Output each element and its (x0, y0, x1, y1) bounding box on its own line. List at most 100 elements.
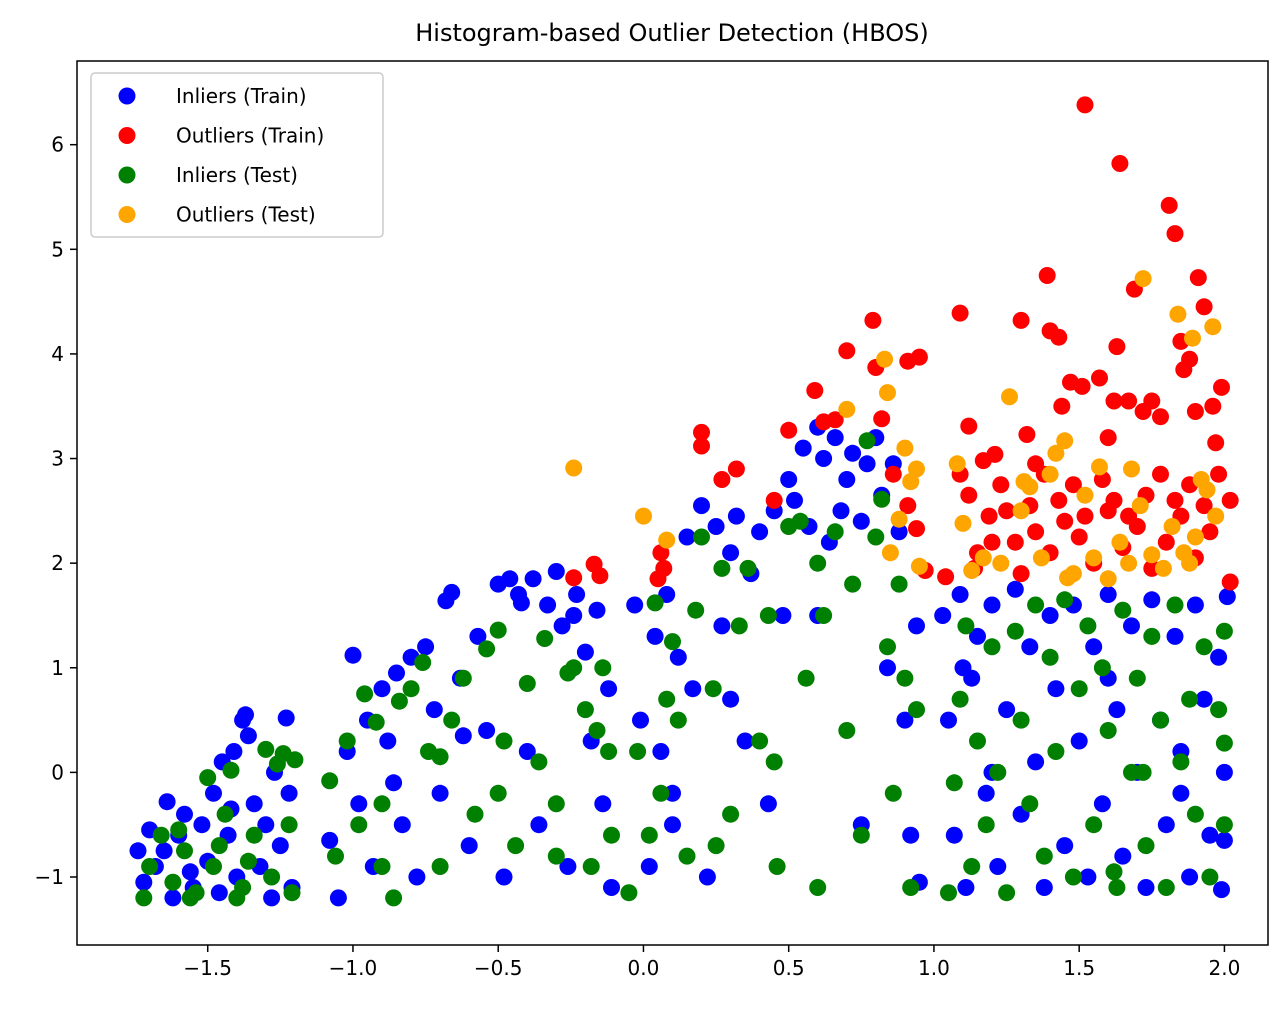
x-tick-label: 1.0 (918, 956, 950, 980)
data-point (1035, 879, 1053, 896)
data-point (431, 784, 449, 802)
data-point (1108, 338, 1126, 356)
data-point (1143, 392, 1161, 410)
data-point (1085, 638, 1103, 656)
data-point (640, 858, 658, 875)
data-point (940, 711, 957, 729)
data-point (1047, 743, 1065, 760)
data-point (454, 669, 472, 687)
data-point (257, 816, 275, 834)
data-point (1152, 711, 1169, 729)
data-point (530, 816, 548, 834)
data-point (751, 732, 769, 750)
data-point (1056, 837, 1074, 855)
data-point (280, 816, 298, 834)
y-axis: −1 0 1 2 3 4 5 6 (35, 133, 77, 889)
data-point (1006, 533, 1024, 551)
data-point (1123, 617, 1140, 635)
data-point (594, 659, 612, 677)
data-point (495, 732, 513, 750)
data-point (327, 847, 344, 865)
data-point (649, 570, 667, 588)
data-point (1172, 784, 1190, 802)
data-point (1012, 711, 1030, 729)
data-point (736, 732, 754, 750)
data-point (1091, 458, 1108, 476)
data-point (1215, 831, 1233, 849)
data-point (1201, 868, 1219, 886)
y-tick-label: 6 (51, 133, 64, 157)
data-point (974, 549, 992, 567)
data-point (210, 837, 228, 855)
data-point (239, 852, 257, 870)
data-point (600, 680, 618, 698)
data-point (1195, 638, 1213, 656)
data-point (963, 858, 981, 875)
data-point (838, 471, 856, 488)
y-tick-label: 0 (51, 760, 64, 784)
data-point (1064, 476, 1082, 494)
data-point (565, 607, 583, 624)
data-point (1204, 318, 1222, 336)
data-point (881, 544, 899, 562)
data-point (1056, 591, 1074, 609)
data-point (707, 837, 725, 855)
data-point (385, 889, 403, 907)
data-point (960, 417, 978, 435)
data-point (704, 680, 722, 698)
data-point (582, 858, 600, 875)
data-point (588, 601, 606, 619)
data-point (1213, 881, 1230, 899)
data-point (547, 563, 565, 580)
data-point (858, 455, 876, 473)
data-point (957, 879, 975, 896)
data-point (536, 630, 554, 647)
data-point (852, 512, 870, 530)
data-point (1076, 507, 1094, 525)
data-point (838, 342, 856, 360)
data-point (826, 429, 844, 447)
data-point (664, 633, 681, 651)
data-point (1012, 502, 1030, 520)
data-point (1123, 460, 1140, 478)
data-point (390, 692, 408, 710)
data-point (977, 784, 995, 802)
data-point (1085, 549, 1103, 567)
data-point (1099, 722, 1117, 739)
data-point (205, 858, 222, 875)
data-point (1041, 607, 1059, 624)
data-point (844, 575, 862, 593)
data-point (739, 559, 757, 577)
data-point (286, 751, 304, 769)
data-point (960, 486, 978, 504)
data-point (908, 701, 925, 719)
data-point (954, 514, 972, 532)
data-point (658, 690, 676, 708)
data-point (199, 769, 217, 787)
data-point (181, 863, 199, 881)
data-point (945, 774, 963, 792)
data-point (489, 621, 507, 639)
data-point (263, 868, 281, 886)
data-point (1131, 497, 1149, 515)
data-point (751, 523, 769, 541)
data-point (1056, 512, 1074, 530)
data-point (1157, 879, 1175, 896)
data-point (1160, 196, 1178, 214)
data-point (1076, 96, 1094, 114)
legend: Inliers (Train) Outliers (Train) Inliers (… (90, 72, 384, 238)
data-point (1027, 596, 1045, 614)
data-point (388, 664, 405, 682)
data-point (986, 445, 1004, 463)
data-point (225, 743, 243, 760)
data-point (373, 680, 391, 698)
series-3 (565, 270, 1225, 588)
data-point (591, 567, 609, 585)
data-point (908, 520, 925, 538)
data-point (1152, 465, 1169, 483)
data-point (1012, 565, 1030, 583)
data-point (896, 669, 914, 687)
data-point (998, 502, 1016, 520)
data-point (152, 826, 170, 844)
data-point (277, 709, 295, 727)
